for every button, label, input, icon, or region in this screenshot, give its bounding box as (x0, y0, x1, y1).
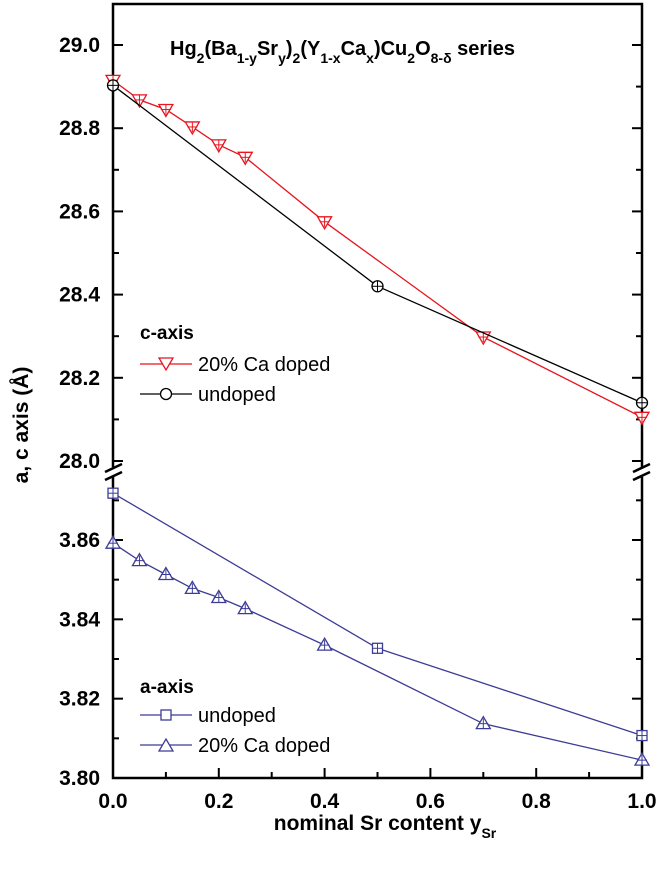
data-point (210, 139, 227, 154)
legend-a-undoped-label: undoped (198, 705, 276, 727)
x-tick-label: 0.2 (204, 790, 233, 813)
data-point (157, 103, 175, 118)
legend-a-undoped-marker (140, 709, 192, 721)
data-point (475, 331, 492, 346)
data-point (237, 600, 254, 615)
y-tick-label: 28.8 (59, 117, 100, 140)
data-point (184, 121, 201, 136)
axis-break (104, 462, 651, 482)
data-point (636, 729, 648, 742)
x-axis-label: nominal Sr content ySr (274, 812, 497, 841)
y-tick-label: 3.84 (59, 608, 100, 631)
x-tick-label: 0.0 (98, 790, 127, 813)
data-point (475, 715, 492, 730)
legend-a-doped-marker (140, 737, 192, 752)
data-point (210, 589, 227, 604)
data-point (157, 566, 175, 581)
data-point (635, 396, 649, 409)
y-tick-label: 28.4 (59, 284, 100, 307)
data-point (371, 280, 384, 293)
data-point (371, 642, 384, 654)
y-tick-label: 28.2 (59, 367, 100, 390)
x-tick-label: 0.8 (522, 790, 552, 813)
chart-title: Hg2(Ba1-ySry)2(Y1-xCax)Cu2O8-δ series (170, 38, 515, 66)
legend-c-axis: c-axis 20% Ca doped undoped (140, 323, 330, 406)
legend-a-axis-heading: a-axis (140, 677, 194, 698)
x-tick-label: 0.6 (416, 790, 445, 813)
data-point (104, 534, 122, 549)
data-point (107, 487, 119, 499)
data-point (131, 94, 148, 109)
series-line (112, 492, 643, 737)
y-tick-label: 3.86 (59, 529, 100, 552)
series-layer (104, 74, 651, 766)
legend-c-undoped-label: undoped (198, 384, 276, 406)
plot-frame (111, 2, 644, 780)
y-tick-label: 29.0 (59, 34, 100, 57)
legend-c-axis-heading: c-axis (140, 323, 194, 344)
legend-c-doped-label: 20% Ca doped (198, 354, 330, 376)
data-point (633, 411, 651, 426)
legend-c-undoped-marker (140, 387, 192, 401)
axis-ticks: 0.0 0.2 0.4 0.6 0.8 1.0 28.0 28.2 28.4 28.6 28.8 29… (59, 34, 656, 813)
legend-a-doped-label: 20% Ca doped (198, 735, 330, 757)
y-tick-label: 28.0 (59, 450, 100, 473)
data-point (184, 580, 201, 595)
y-tick-label: 3.82 (59, 688, 100, 711)
y-axis-label: a, c axis (Å) (9, 367, 33, 484)
data-point (106, 79, 120, 92)
legend-c-doped-marker (140, 357, 192, 372)
data-point (131, 552, 148, 567)
data-point (316, 216, 333, 231)
y-tick-label: 3.80 (59, 767, 100, 790)
data-point (237, 151, 254, 166)
x-tick-label: 0.4 (310, 790, 340, 813)
x-tick-label: 1.0 (627, 790, 656, 813)
y-tick-label: 28.6 (59, 200, 100, 223)
data-point (633, 751, 651, 766)
legend-a-axis: a-axis undoped 20% Ca doped (140, 677, 330, 757)
data-point (316, 636, 333, 651)
